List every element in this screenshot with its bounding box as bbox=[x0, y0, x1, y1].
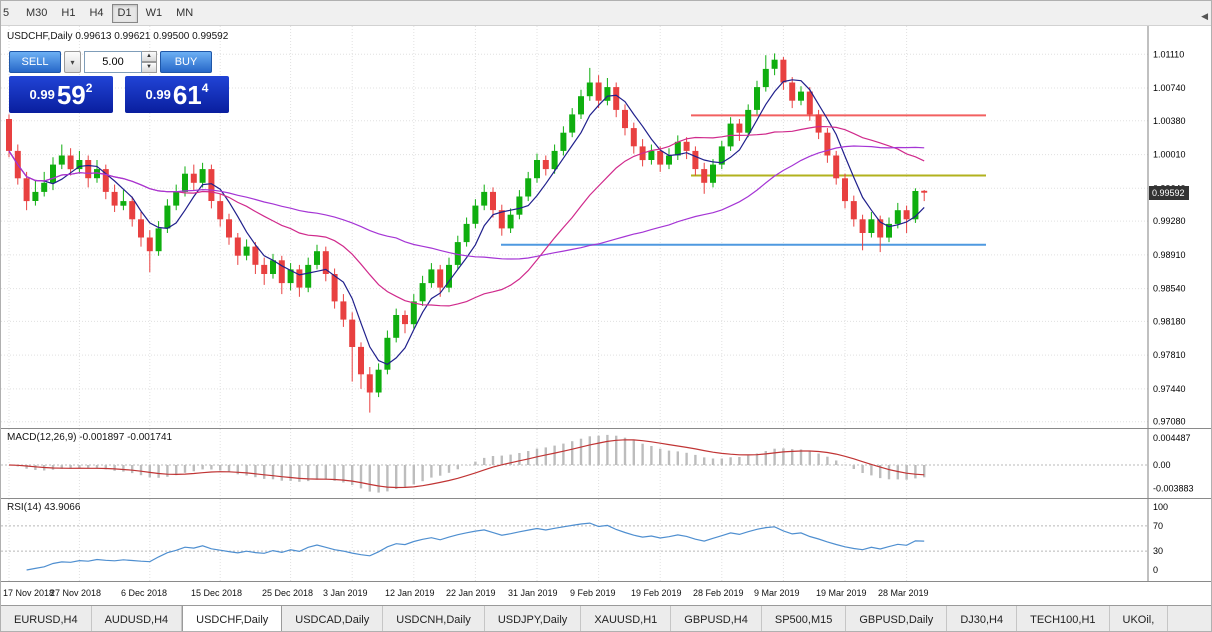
svg-text:0.004487: 0.004487 bbox=[1153, 433, 1191, 443]
sell-price-display[interactable]: 0.99 59 2 bbox=[9, 76, 113, 113]
svg-text:0.97440: 0.97440 bbox=[1153, 384, 1186, 394]
timeframe-button-H1[interactable]: H1 bbox=[61, 7, 76, 19]
buy-button[interactable]: BUY bbox=[160, 51, 212, 73]
sell-price-small-digits: 0.99 bbox=[29, 87, 55, 102]
macd-histogram bbox=[16, 434, 926, 493]
macd-axis-labels: 0.004487 0.00 -0.003883 bbox=[1153, 433, 1194, 493]
macd-indicator-label: MACD(12,26,9) -0.001897 -0.001741 bbox=[7, 432, 173, 443]
moving-average-line bbox=[8, 145, 925, 260]
symbol-tab-SP500-M15[interactable]: SP500,M15 bbox=[762, 606, 847, 631]
svg-text:-0.003883: -0.003883 bbox=[1153, 483, 1194, 493]
symbol-tab-USDCNH-Daily[interactable]: USDCNH,Daily bbox=[383, 606, 485, 631]
symbol-tab-XAUUSD-H1[interactable]: XAUUSD,H1 bbox=[581, 606, 672, 631]
price-axis-labels: 1.011101.007401.003801.000100.996400.992… bbox=[1153, 49, 1186, 426]
rsi-indicator-label: RSI(14) 43.9066 bbox=[7, 502, 81, 513]
time-axis-label: 28 Feb 2019 bbox=[693, 588, 744, 598]
svg-text:0.98910: 0.98910 bbox=[1153, 250, 1186, 260]
symbol-tab-USDCHF-Daily[interactable]: USDCHF,Daily bbox=[182, 606, 283, 631]
time-axis-label: 6 Dec 2018 bbox=[121, 588, 168, 598]
svg-text:30: 30 bbox=[1153, 546, 1163, 556]
timeframe-toolbar: 5 M30 H1 H4 D1 W1 MN bbox=[1, 1, 1211, 26]
svg-text:0.98540: 0.98540 bbox=[1153, 284, 1186, 294]
time-axis-label: 22 Jan 2019 bbox=[446, 588, 496, 598]
time-axis-label: 12 Jan 2019 bbox=[385, 588, 435, 598]
symbol-tab-USDJPY-Daily[interactable]: USDJPY,Daily bbox=[485, 606, 582, 631]
time-axis-label: 17 Nov 2018 bbox=[3, 588, 55, 598]
macd-signal-line bbox=[8, 439, 925, 489]
buy-price-big-digits: 61 bbox=[172, 79, 202, 110]
svg-text:70: 70 bbox=[1153, 521, 1163, 531]
buy-price-display[interactable]: 0.99 61 4 bbox=[125, 76, 229, 113]
tab-scroll-left-icon[interactable]: ◀ bbox=[1201, 11, 1208, 21]
time-axis[interactable]: 17 Nov 2018 27 Nov 2018 6 Dec 2018 15 Dec 2… bbox=[1, 582, 1211, 605]
symbol-tab-EURUSD-H4[interactable]: EURUSD,H4 bbox=[1, 606, 92, 631]
svg-text:1.00380: 1.00380 bbox=[1153, 116, 1186, 126]
timeframe-button-MN[interactable]: MN bbox=[176, 7, 194, 19]
svg-text:0: 0 bbox=[1153, 565, 1158, 575]
time-axis-label: 9 Feb 2019 bbox=[570, 588, 616, 598]
time-axis-label: 25 Dec 2018 bbox=[262, 588, 314, 598]
time-axis-label: 28 Mar 2019 bbox=[878, 588, 929, 598]
svg-text:1.00010: 1.00010 bbox=[1153, 150, 1186, 160]
svg-text:1.00740: 1.00740 bbox=[1153, 83, 1186, 93]
chart-ohlc-title: USDCHF,Daily 0.99613 0.99621 0.99500 0.9… bbox=[7, 31, 229, 42]
rsi-grid bbox=[8, 499, 908, 582]
time-axis-label: 19 Feb 2019 bbox=[631, 588, 682, 598]
time-axis-label: 19 Mar 2019 bbox=[816, 588, 867, 598]
time-axis-label: 31 Jan 2019 bbox=[508, 588, 558, 598]
rsi-axis-labels: 100 70 30 0 bbox=[1153, 502, 1168, 575]
sell-price-big-digits: 59 bbox=[56, 79, 86, 110]
symbol-tab-GBPUSD-Daily[interactable]: GBPUSD,Daily bbox=[846, 606, 948, 631]
buy-price-small-digits: 0.99 bbox=[145, 87, 171, 102]
svg-text:0.97810: 0.97810 bbox=[1153, 350, 1186, 360]
time-axis-label: 15 Dec 2018 bbox=[191, 588, 243, 598]
buy-price-pip-fraction: 4 bbox=[201, 81, 209, 95]
moving-average-line bbox=[8, 125, 925, 307]
volume-decrease-button[interactable]: ▼ bbox=[142, 62, 157, 73]
svg-text:100: 100 bbox=[1153, 502, 1168, 512]
sell-price-pip-fraction: 2 bbox=[85, 81, 93, 95]
symbol-tab-USDCAD-Daily[interactable]: USDCAD,Daily bbox=[282, 606, 384, 631]
svg-text:0.99280: 0.99280 bbox=[1153, 216, 1186, 226]
svg-text:0.98180: 0.98180 bbox=[1153, 316, 1186, 326]
volume-dropdown-button[interactable]: ▾ bbox=[64, 51, 81, 73]
time-axis-label: 27 Nov 2018 bbox=[50, 588, 102, 598]
sell-button[interactable]: SELL bbox=[9, 51, 61, 73]
volume-increase-button[interactable]: ▲ bbox=[142, 51, 157, 62]
symbol-tab-TECH100-H1[interactable]: TECH100,H1 bbox=[1017, 606, 1110, 631]
timeframe-button-M30[interactable]: M30 bbox=[26, 7, 48, 19]
svg-text:0.97080: 0.97080 bbox=[1153, 417, 1186, 427]
symbol-tabs-bar: EURUSD,H4 AUDUSD,H4 USDCHF,Daily USDCAD,Dai… bbox=[1, 605, 1211, 631]
rsi-line bbox=[26, 522, 925, 571]
timeframe-button-H4[interactable]: H4 bbox=[89, 7, 104, 19]
time-axis-label: 9 Mar 2019 bbox=[754, 588, 800, 598]
rsi-panel-canvas[interactable]: 100 70 30 0 bbox=[1, 499, 1212, 582]
timeframe-button-5[interactable]: 5 bbox=[2, 7, 10, 19]
symbol-tab-GBPUSD-H4[interactable]: GBPUSD,H4 bbox=[671, 606, 762, 631]
symbol-tab-DJ30-H4[interactable]: DJ30,H4 bbox=[947, 606, 1018, 631]
svg-text:0.00: 0.00 bbox=[1153, 460, 1171, 470]
time-axis-label: 3 Jan 2019 bbox=[323, 588, 368, 598]
svg-text:1.01110: 1.01110 bbox=[1153, 49, 1184, 59]
macd-panel-canvas[interactable]: 0.004487 0.00 -0.003883 bbox=[1, 429, 1212, 499]
symbol-tab-AUDUSD-H4[interactable]: AUDUSD,H4 bbox=[92, 606, 183, 631]
chevron-down-icon: ▾ bbox=[70, 57, 75, 67]
symbol-tab-UKOil[interactable]: UKOil, bbox=[1110, 606, 1169, 631]
moving-average-line bbox=[8, 79, 925, 365]
current-price-tag: 0.99592 bbox=[1149, 186, 1189, 200]
timeframe-button-W1[interactable]: W1 bbox=[145, 7, 163, 19]
volume-input[interactable] bbox=[84, 51, 142, 73]
timeframe-button-D1[interactable]: D1 bbox=[111, 3, 138, 23]
